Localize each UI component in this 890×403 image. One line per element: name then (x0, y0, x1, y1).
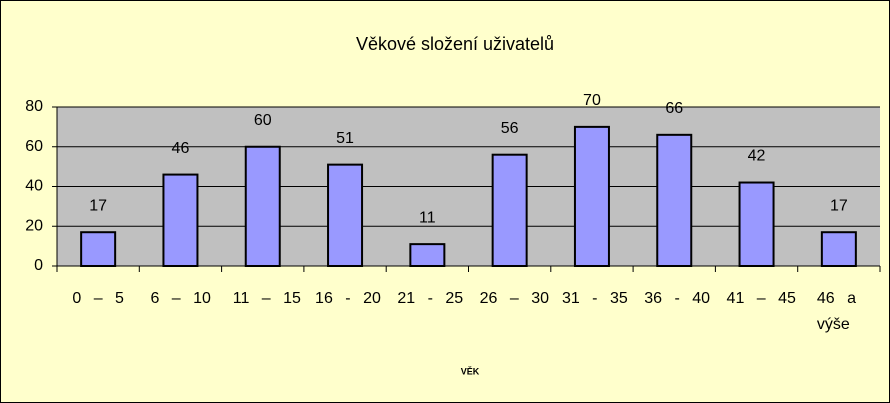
bar (80, 231, 117, 267)
y-tick-label: 60 (25, 138, 43, 155)
bar (244, 145, 281, 267)
x-tick-label: 31 - 35 (561, 290, 628, 307)
bar (327, 163, 364, 267)
data-label: 56 (501, 120, 519, 137)
bar (162, 173, 199, 267)
x-tick-label: 16 - 20 (315, 290, 381, 307)
bar (656, 133, 693, 267)
data-label: 46 (172, 140, 190, 157)
y-tick-label: 0 (34, 257, 43, 274)
bar (820, 231, 857, 267)
x-tick-label: 6 – 10 (150, 290, 211, 307)
data-label: 60 (254, 112, 272, 129)
x-tick-label: 21 - 25 (397, 290, 464, 307)
bar (738, 181, 775, 267)
x-tick-label: 36 - 40 (644, 290, 711, 307)
y-tick-label: 80 (25, 98, 43, 115)
x-axis-label: VĚK (461, 365, 480, 376)
data-label: 17 (89, 197, 107, 214)
chart-title: Věkové složení uživatelů (356, 34, 554, 54)
x-tick-label: 46 a výše (816, 290, 856, 333)
bar (573, 125, 610, 267)
data-label: 51 (336, 130, 354, 147)
y-tick-label: 40 (25, 178, 43, 195)
y-tick-label: 20 (25, 217, 43, 234)
data-label: 66 (665, 100, 683, 117)
data-label: 42 (748, 148, 766, 165)
x-tick-label: 0 – 5 (72, 290, 124, 307)
bar (409, 243, 446, 267)
bar (491, 153, 528, 267)
data-label: 11 (419, 209, 436, 226)
x-tick-label: 11 – 15 (232, 290, 301, 307)
data-label: 70 (583, 92, 601, 109)
data-label: 17 (830, 197, 848, 214)
x-tick-label: 26 – 30 (479, 290, 550, 307)
x-tick-label: 41 – 45 (726, 290, 796, 307)
